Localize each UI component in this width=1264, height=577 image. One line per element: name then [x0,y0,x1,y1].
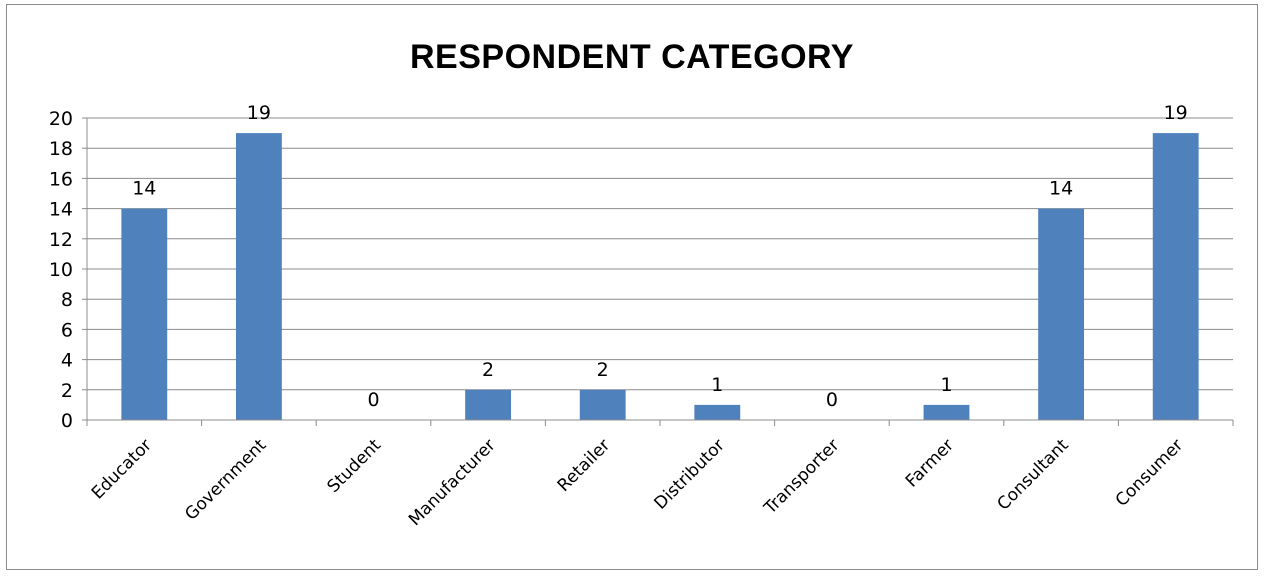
data-label: 19 [1164,102,1188,124]
y-tick-label: 2 [61,380,73,402]
y-tick-label: 6 [61,319,73,341]
x-tick-label: Student [324,435,386,497]
bar-retailer [579,389,626,420]
bar-educator [121,208,168,420]
data-label: 2 [597,359,609,381]
x-tick-label: Consumer [1112,435,1187,510]
x-tick-label: Consultant [993,435,1072,514]
data-label: 1 [711,374,723,396]
y-tick-label: 18 [49,138,73,160]
y-tick-label: 4 [61,350,73,372]
y-tick-label: 12 [49,229,73,251]
bar-consumer [1152,133,1199,420]
x-tick-label: Educator [88,435,156,503]
data-label: 14 [132,178,156,200]
bar-consultant [1038,208,1085,420]
bar-farmer [923,404,970,420]
y-tick-label: 14 [49,199,73,221]
y-tick-label: 0 [61,410,73,432]
x-tick-label: Distributor [651,435,729,513]
data-label: 0 [826,389,838,411]
bar-government [235,133,282,420]
bar-manufacturer [465,389,512,420]
x-tick-label: Farmer [902,435,958,491]
y-tick-label: 10 [49,259,73,281]
data-label: 0 [367,389,379,411]
data-label: 19 [247,102,271,124]
chart-title: RESPONDENT CATEGORY [410,38,854,76]
x-tick-label: Transporter [760,435,844,519]
y-tick-label: 20 [49,108,73,130]
x-tick-label: Manufacturer [405,435,500,530]
data-label: 1 [940,374,952,396]
y-tick-label: 8 [61,289,73,311]
x-tick-label: Retailer [554,435,614,495]
data-label: 2 [482,359,494,381]
data-label: 14 [1049,178,1073,200]
x-tick-label: Government [181,435,270,524]
bar-distributor [694,404,741,420]
y-tick-label: 16 [49,168,73,190]
